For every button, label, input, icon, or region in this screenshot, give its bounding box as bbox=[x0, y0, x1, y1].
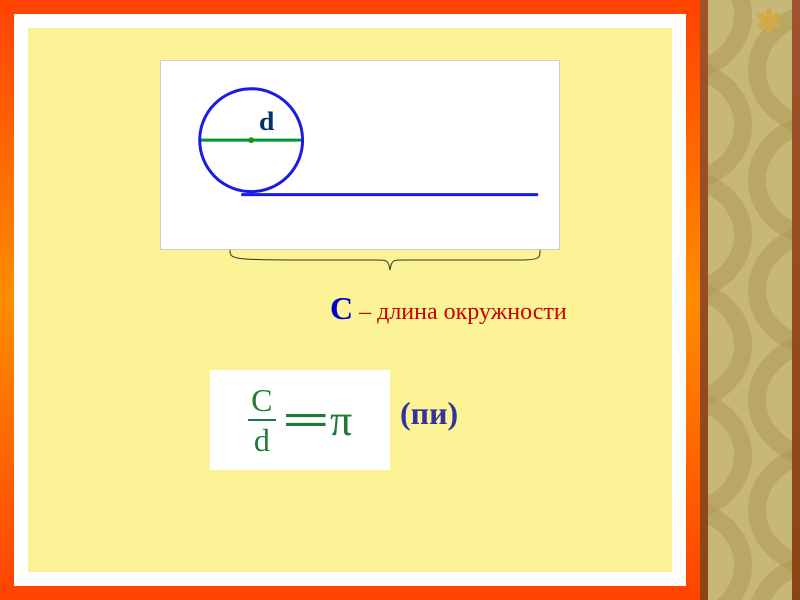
decorative-side-strip bbox=[700, 0, 800, 600]
caption-dash: – bbox=[353, 299, 377, 325]
fraction-bar bbox=[248, 419, 276, 421]
flower-icon bbox=[756, 8, 782, 34]
diagram-svg: d bbox=[161, 61, 559, 249]
strip-pattern bbox=[708, 0, 792, 600]
circumference-caption: С – длина окружности bbox=[330, 290, 690, 327]
svg-text:d: d bbox=[259, 105, 275, 136]
fraction-denominator: d bbox=[254, 424, 270, 456]
fraction-numerator: C bbox=[251, 384, 272, 416]
slide-area: d С – длина окружности C d == π (пи) bbox=[0, 0, 700, 600]
strip-border-right bbox=[792, 0, 800, 600]
caption-text: длина окружности bbox=[377, 299, 567, 325]
fraction: C d bbox=[248, 384, 276, 456]
formula-box: C d == π bbox=[210, 370, 390, 470]
strip-border-left bbox=[700, 0, 708, 600]
equals-symbol: == bbox=[284, 395, 322, 446]
pi-label: (пи) bbox=[400, 395, 458, 432]
bracket-icon bbox=[160, 248, 560, 278]
caption-c-symbol: С bbox=[330, 290, 353, 326]
pi-symbol: π bbox=[330, 395, 352, 446]
strip-panel bbox=[708, 0, 792, 600]
circle-diagram: d bbox=[160, 60, 560, 250]
